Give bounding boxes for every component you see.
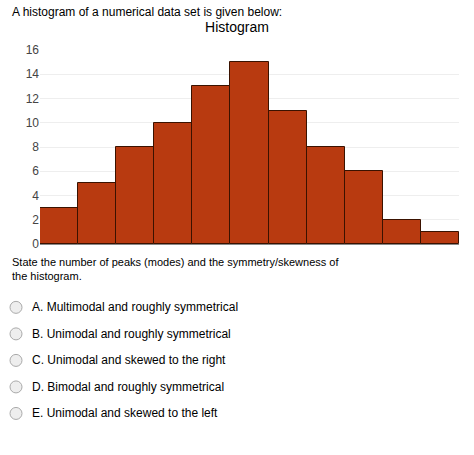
- svg-text:4: 4: [32, 189, 39, 203]
- svg-text:6: 6: [32, 164, 39, 178]
- svg-text:A histogram of a numerical dat: A histogram of a numerical data set is g…: [12, 5, 282, 19]
- svg-text:2: 2: [32, 213, 39, 227]
- svg-text:State the number of peaks (mod: State the number of peaks (modes) and th…: [12, 256, 339, 282]
- svg-text:16: 16: [26, 43, 40, 57]
- svg-text:12: 12: [26, 92, 40, 106]
- svg-text:D. Bimodal and roughly symmetr: D. Bimodal and roughly symmetrical: [32, 380, 224, 394]
- svg-text:E. Unimodal and skewed to the: E. Unimodal and skewed to the left: [32, 406, 218, 420]
- svg-text:B. Unimodal and roughly symmet: B. Unimodal and roughly symmetrical: [32, 327, 231, 341]
- svg-text:10: 10: [26, 116, 40, 130]
- svg-text:C. Unimodal and skewed to the: C. Unimodal and skewed to the right: [32, 353, 226, 367]
- svg-text:14: 14: [26, 67, 40, 81]
- svg-text:Histogram: Histogram: [205, 19, 269, 35]
- svg-text:A. Multimodal and roughly symm: A. Multimodal and roughly symmetrical: [32, 300, 238, 314]
- svg-text:8: 8: [32, 140, 39, 154]
- svg-text:0: 0: [32, 237, 39, 251]
